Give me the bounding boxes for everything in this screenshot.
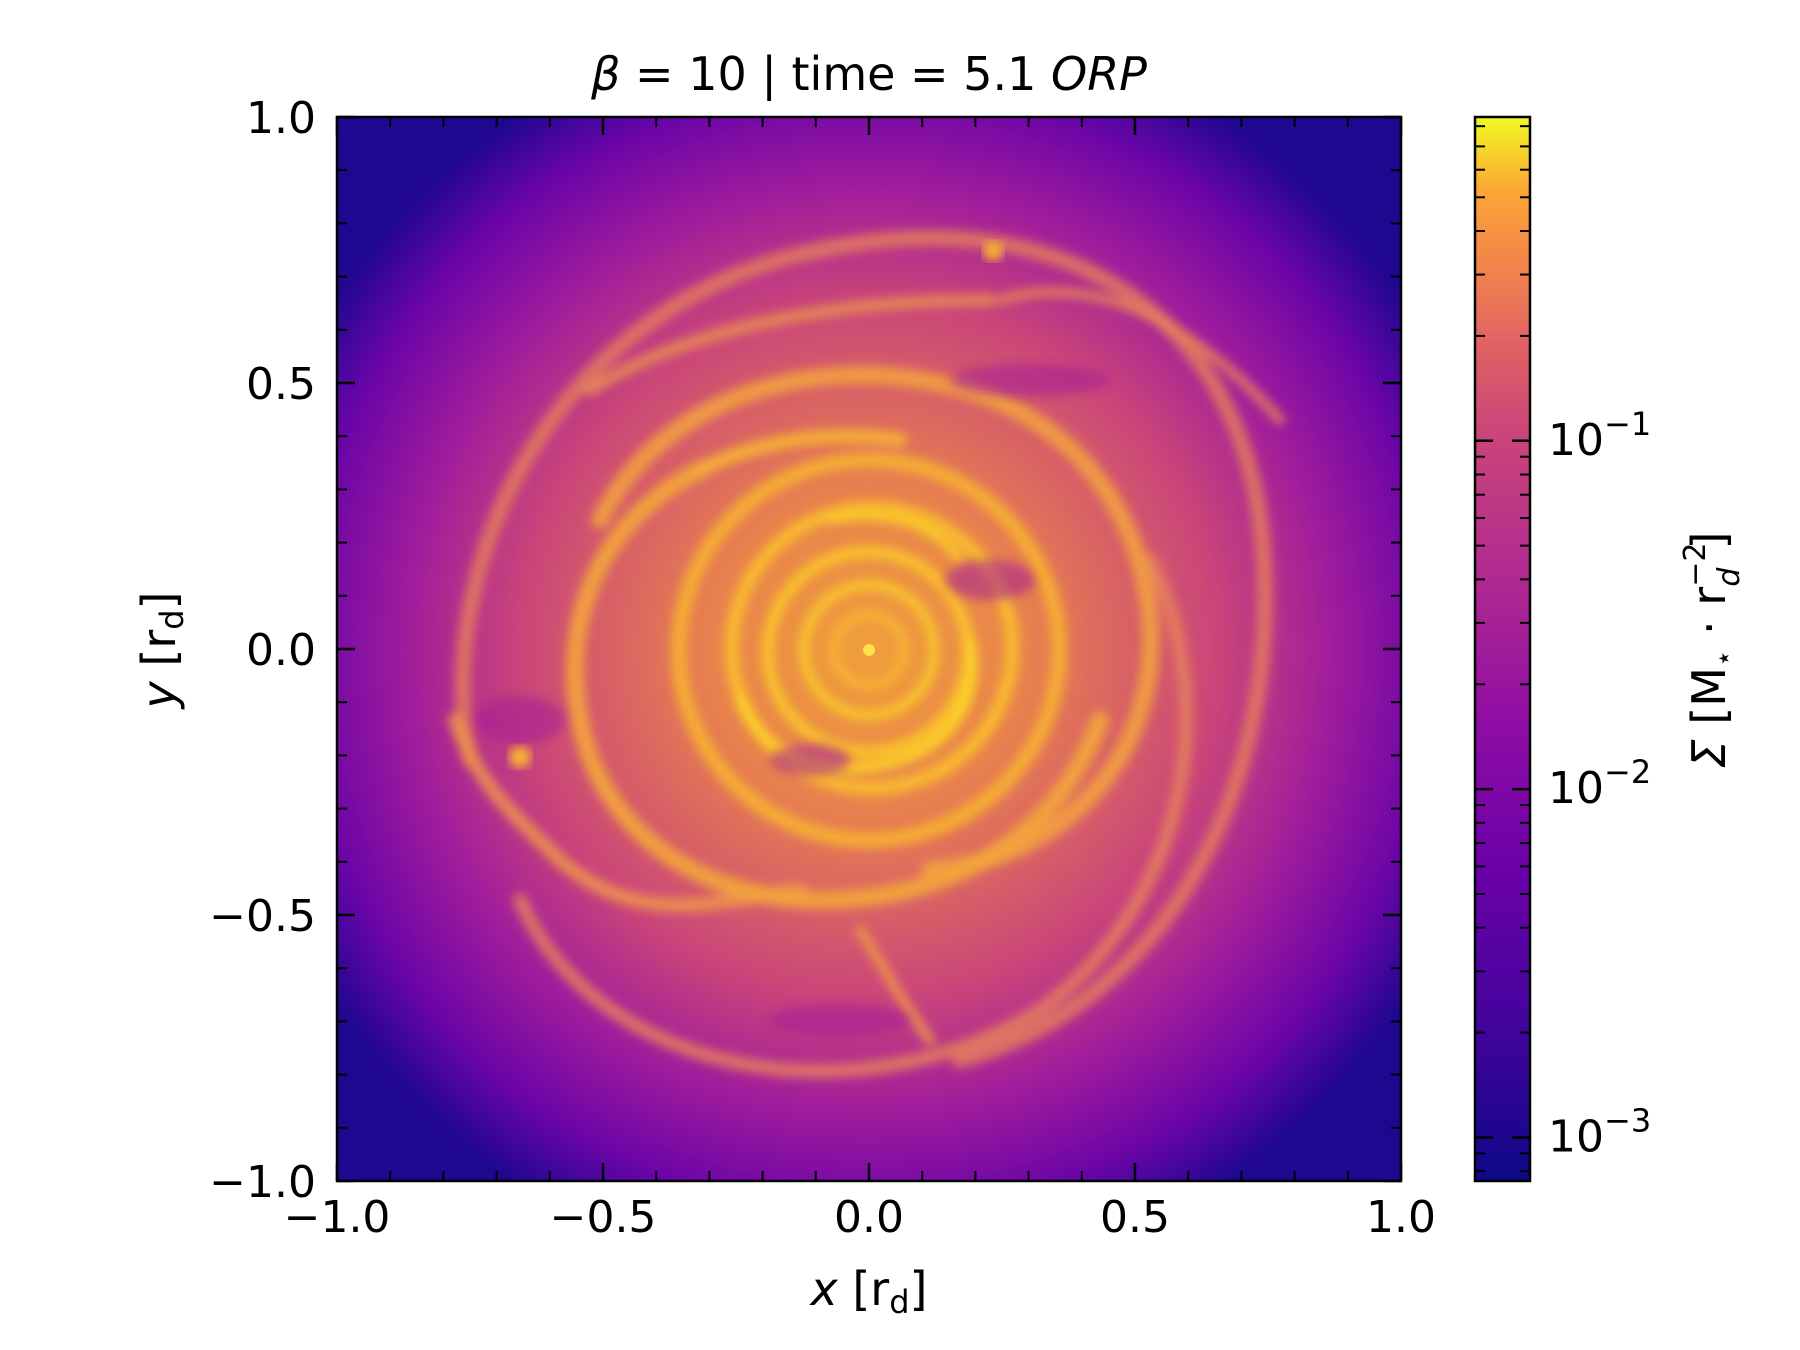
y-tick-label: 1.0	[246, 93, 316, 144]
x-tick-label: −1.0	[284, 1192, 391, 1243]
cbar-label-sub: d	[1712, 567, 1747, 587]
colorbar-tick-label-exponent: −3	[1604, 1101, 1651, 1139]
y-tick-label: −0.5	[209, 891, 316, 942]
title-beta: β	[590, 47, 620, 101]
colorbar-frame	[1473, 115, 1532, 1183]
y-tick-label: 0.0	[246, 625, 316, 676]
y-label-bracket: [r	[132, 630, 186, 667]
y-label-sub: d	[153, 609, 191, 629]
x-tick-label: 0.5	[1100, 1192, 1170, 1243]
cbar-label-dot: · r	[1682, 587, 1736, 650]
axis-tick-labels: −1.0 −0.5 0.0 0.5 1.0 −1.0 −0.5 0.0 0.5 1.0	[209, 93, 1436, 1243]
y-axis-label: y [rd]	[132, 592, 191, 711]
cbar-label-star: ⋆	[1707, 650, 1740, 668]
x-tick-label: −0.5	[550, 1192, 657, 1243]
y-tick-label: 0.5	[246, 359, 316, 410]
x-label-var: x	[809, 1262, 839, 1316]
x-tick-label: 0.0	[834, 1192, 904, 1243]
cbar-label-exp: −2	[1678, 543, 1713, 587]
colorbar-tick-labels: 10−310−210−1	[1548, 405, 1651, 1163]
colorbar-tick-label-base: 10	[1548, 763, 1604, 814]
x-label-unit	[838, 1262, 853, 1316]
cbar-label-open: [M	[1682, 667, 1736, 739]
colorbar-label: Σ [M⋆ · r−2d]	[1678, 532, 1747, 769]
colorbar-tick-label: 10−1	[1548, 405, 1651, 466]
title-unit: ORP	[1051, 47, 1147, 101]
title-middle: = 10 | time = 5.1	[620, 47, 1051, 102]
y-label-var: y	[132, 680, 186, 710]
y-tick-label: −1.0	[209, 1157, 316, 1208]
x-label-sub: d	[889, 1283, 909, 1321]
cbar-label-close: ]	[1682, 532, 1736, 550]
chart-title: β = 10 | time = 5.1 ORP	[590, 47, 1147, 102]
colorbar-tick-label-exponent: −2	[1604, 753, 1651, 791]
x-tick-label: 1.0	[1366, 1192, 1436, 1243]
axis-ticks	[335, 115, 1403, 1183]
y-label-close: ]	[132, 592, 186, 610]
colorbar-tick-label-base: 10	[1548, 415, 1604, 466]
colorbar-ticks	[1475, 125, 1530, 1173]
x-label-close: ]	[910, 1262, 928, 1316]
colorbar-tick-label-base: 10	[1548, 1111, 1604, 1162]
x-axis-label: x [rd]	[809, 1262, 928, 1321]
colorbar	[1475, 117, 1530, 1181]
colorbar-tick-label-exponent: −1	[1604, 405, 1651, 443]
colorbar-tick-label: 10−3	[1548, 1101, 1651, 1162]
y-label-space	[132, 667, 186, 682]
density-heatmap	[337, 117, 1401, 1181]
cbar-label-sigma: Σ	[1682, 739, 1736, 768]
colorbar-tick-label: 10−2	[1548, 753, 1651, 814]
x-label-bracket: [r	[852, 1262, 889, 1316]
